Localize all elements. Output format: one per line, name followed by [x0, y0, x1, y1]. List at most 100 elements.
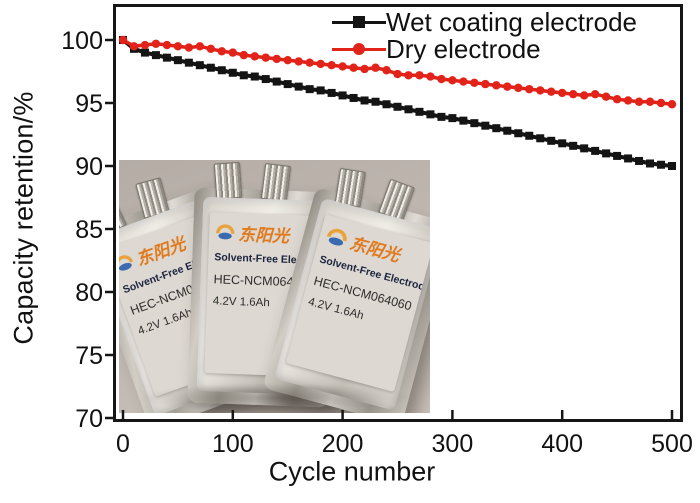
x-tick-label: 500 [651, 430, 693, 458]
circle-marker-icon [353, 42, 365, 55]
square-marker [470, 119, 479, 128]
x-axis-title: Cycle number [268, 456, 436, 487]
circle-marker [250, 52, 259, 61]
square-marker [272, 77, 281, 86]
circle-marker [195, 42, 205, 51]
square-marker [415, 107, 424, 116]
square-marker [492, 124, 501, 133]
circle-marker [283, 55, 292, 65]
square-marker [459, 116, 468, 125]
circle-marker [503, 82, 512, 91]
circle-marker [656, 98, 666, 108]
pouch-cell-front: 东阳光 Solvent-Free Electrode HEC-NCM064060… [262, 167, 430, 413]
y-tick-label: 100 [61, 27, 103, 55]
circle-marker [151, 39, 161, 48]
sun-logo-icon [216, 223, 235, 239]
pouch-cell-middle: 东阳光 Solvent-Free Electrode HEC-NCM064060… [187, 161, 337, 408]
square-marker [162, 53, 171, 62]
sun-logo-icon [119, 254, 133, 271]
circle-marker [294, 57, 303, 66]
y-axis-title: Capacity retention/% [8, 91, 39, 345]
cell-label: 东阳光 Solvent-Free Electrode HEC-NCM064060… [204, 212, 320, 377]
circle-marker [349, 63, 358, 72]
y-tick-label: 75 [75, 342, 103, 370]
square-marker [503, 126, 512, 135]
legend-item-dry: Dry electrode [332, 35, 637, 62]
square-marker [349, 93, 358, 102]
square-marker [448, 114, 457, 123]
cell-label: 东阳光 Solvent-Free Electrode HEC-NCM064060… [119, 215, 252, 397]
legend-label-dry: Dry electrode [386, 33, 541, 64]
square-marker [294, 82, 303, 91]
square-marker [569, 141, 578, 150]
square-marker [437, 112, 446, 121]
circle-marker [140, 40, 150, 50]
square-marker [646, 159, 655, 168]
x-tick-label: 400 [541, 430, 583, 458]
circle-marker [601, 92, 611, 101]
circle-marker [558, 88, 567, 98]
circle-marker [217, 47, 227, 56]
dry-series-swatch [332, 42, 386, 56]
square-marker [547, 136, 556, 145]
square-marker [250, 72, 259, 81]
pouch-cell-left: 东阳光 Solvent-Free Electrode HEC-NCM064060… [119, 177, 277, 413]
x-tick-label: 300 [432, 430, 474, 458]
circle-marker [437, 74, 446, 84]
circle-marker [547, 87, 556, 96]
square-marker [536, 134, 545, 143]
square-marker [217, 66, 226, 75]
square-marker [382, 100, 391, 109]
circle-marker [568, 89, 578, 99]
square-marker [404, 105, 413, 114]
square-marker [360, 96, 369, 105]
circle-marker [184, 43, 194, 52]
square-marker [580, 144, 589, 153]
square-marker [261, 75, 270, 84]
circle-marker [360, 64, 369, 74]
circle-marker [645, 97, 655, 106]
circle-marker [206, 44, 216, 54]
circle-marker [305, 58, 314, 67]
circle-marker [470, 78, 479, 88]
square-marker [657, 160, 666, 169]
square-marker [525, 131, 534, 140]
circle-marker [634, 97, 644, 106]
circle-marker [338, 62, 347, 71]
square-marker [668, 162, 676, 170]
circle-marker [481, 79, 490, 89]
circle-marker [459, 77, 468, 86]
circle-marker [492, 81, 501, 90]
circle-marker [415, 71, 424, 80]
circle-marker [590, 89, 600, 99]
square-marker [602, 149, 611, 158]
square-marker [195, 61, 204, 70]
legend: Wet coating electrode Dry electrode [332, 8, 637, 62]
y-tick-label: 70 [75, 405, 103, 433]
square-marker [371, 97, 380, 106]
circle-marker [118, 35, 128, 45]
legend-label-wet: Wet coating electrode [386, 6, 637, 37]
circle-marker [612, 95, 622, 104]
square-marker-icon [353, 15, 365, 28]
square-marker [283, 80, 292, 89]
y-tick-label: 80 [75, 279, 103, 307]
legend-item-wet: Wet coating electrode [332, 8, 637, 35]
square-marker [239, 71, 248, 80]
circle-marker [261, 53, 270, 62]
y-tick-label: 85 [75, 216, 103, 244]
square-marker [426, 110, 435, 119]
cell-label: 东阳光 Solvent-Free Electrode HEC-NCM064060… [285, 214, 430, 392]
square-marker [228, 68, 237, 77]
circle-marker [525, 84, 534, 94]
square-marker [140, 48, 149, 57]
square-marker [481, 121, 490, 130]
square-marker [624, 154, 633, 163]
circle-marker [316, 59, 325, 69]
square-marker [327, 88, 336, 97]
square-marker [558, 139, 567, 148]
circle-marker [667, 100, 677, 109]
x-tick-label: 100 [212, 430, 254, 458]
circle-marker [382, 66, 391, 75]
